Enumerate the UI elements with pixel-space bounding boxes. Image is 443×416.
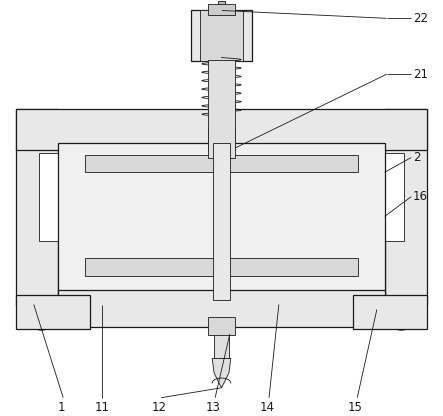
- Bar: [200, 10, 243, 62]
- Bar: [85, 258, 358, 276]
- Text: 14: 14: [260, 401, 275, 414]
- Bar: [58, 143, 385, 305]
- Bar: [16, 109, 427, 150]
- Bar: [58, 290, 385, 327]
- Text: 11: 11: [95, 401, 110, 414]
- Bar: [85, 155, 358, 172]
- Polygon shape: [212, 359, 231, 388]
- Bar: [208, 317, 235, 335]
- Text: 2: 2: [413, 151, 421, 164]
- Bar: [16, 109, 58, 305]
- Circle shape: [28, 302, 55, 330]
- Bar: [385, 153, 404, 241]
- Bar: [218, 1, 225, 5]
- Text: 1: 1: [58, 401, 65, 414]
- Text: 12: 12: [152, 401, 167, 414]
- Text: 15: 15: [348, 401, 363, 414]
- Bar: [213, 143, 230, 300]
- FancyBboxPatch shape: [67, 152, 376, 283]
- Text: 13: 13: [206, 401, 221, 414]
- Circle shape: [388, 302, 415, 330]
- FancyBboxPatch shape: [166, 141, 277, 164]
- Bar: [16, 295, 89, 329]
- FancyBboxPatch shape: [166, 268, 277, 292]
- Text: 22: 22: [413, 12, 428, 25]
- Bar: [214, 327, 229, 359]
- Bar: [208, 128, 235, 150]
- Bar: [208, 59, 235, 158]
- Bar: [354, 295, 427, 329]
- Bar: [385, 109, 427, 305]
- Text: 21: 21: [413, 68, 428, 81]
- Bar: [208, 4, 235, 15]
- Bar: [39, 153, 58, 241]
- Bar: [190, 10, 253, 62]
- Polygon shape: [205, 116, 238, 128]
- Text: 16: 16: [413, 190, 428, 203]
